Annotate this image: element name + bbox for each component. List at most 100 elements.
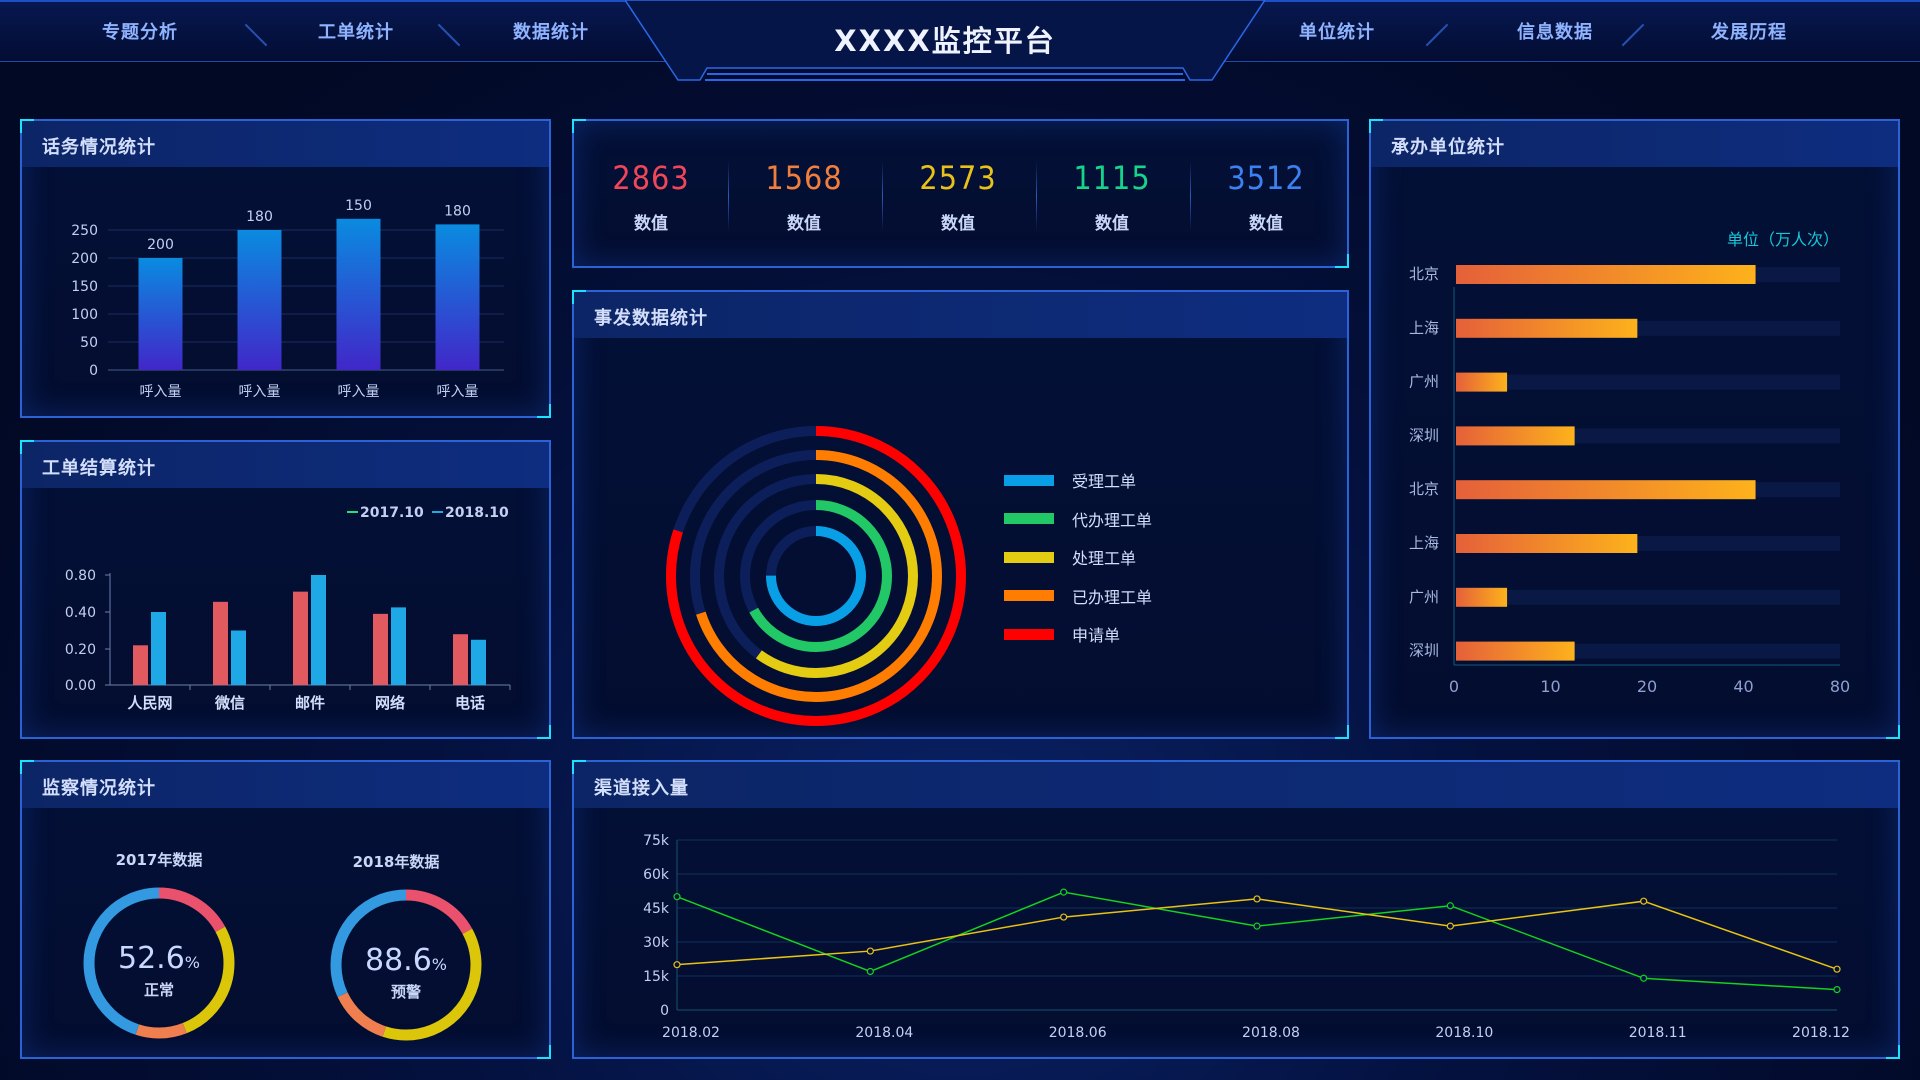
data-label: 180 bbox=[444, 203, 471, 219]
nav-info-data[interactable]: 信息数据 bbox=[1517, 22, 1593, 43]
legend-item[interactable]: 受理工单 bbox=[1004, 468, 1136, 492]
nav-divider bbox=[1621, 23, 1645, 47]
nav-ticket-stats[interactable]: 工单统计 bbox=[318, 22, 394, 43]
y-tick-label: 0 bbox=[89, 363, 98, 379]
x-tick-label: 20 bbox=[1637, 677, 1657, 696]
ring-4 bbox=[666, 426, 966, 726]
stat-label: 数值 bbox=[1095, 214, 1129, 234]
nav-data-stats[interactable]: 数据统计 bbox=[513, 22, 589, 43]
legend-label: 代办理工单 bbox=[1072, 510, 1153, 530]
legend-item[interactable]: 代办理工单 bbox=[1004, 507, 1152, 531]
donut-title: 2018年数据 bbox=[353, 853, 440, 871]
x-tick-label: 2018.11 bbox=[1629, 1025, 1687, 1041]
legend-swatch bbox=[1004, 474, 1054, 486]
bar bbox=[336, 218, 381, 370]
bar bbox=[1456, 534, 1638, 553]
legend-label: 2018.10 bbox=[445, 505, 509, 521]
y-tick-label: 45k bbox=[643, 901, 670, 917]
series-line-1 bbox=[676, 898, 1838, 970]
x-tick-label: 40 bbox=[1733, 677, 1753, 696]
nav-divider bbox=[244, 23, 268, 47]
panel-title: 事发数据统计 bbox=[574, 292, 1347, 338]
nav-topic-analysis[interactable]: 专题分析 bbox=[102, 22, 178, 43]
bar-2018.10 bbox=[391, 607, 406, 685]
panel-title: 承办单位统计 bbox=[1371, 121, 1898, 167]
stat-2: 1568 数值 bbox=[765, 159, 842, 234]
stat-label: 数值 bbox=[941, 214, 975, 234]
x-tick-label: 呼入量 bbox=[239, 384, 281, 400]
bar-2017.10 bbox=[293, 591, 308, 685]
panel-title: 工单结算统计 bbox=[22, 442, 549, 488]
stat-label: 数值 bbox=[634, 214, 668, 234]
bar bbox=[138, 258, 183, 370]
series-line-0 bbox=[676, 891, 1838, 991]
x-tick-label: 2018.12 bbox=[1792, 1025, 1850, 1041]
bar-2017.10 bbox=[213, 601, 228, 685]
data-point bbox=[1640, 897, 1648, 905]
stat-1: 2863 数值 bbox=[612, 159, 689, 234]
bar-2018.10 bbox=[151, 612, 166, 685]
panel-title: 监察情况统计 bbox=[22, 762, 549, 808]
bar bbox=[1456, 641, 1575, 661]
legend-item[interactable]: 处理工单 bbox=[1004, 545, 1136, 569]
x-tick-label: 微信 bbox=[214, 694, 245, 712]
nav-unit-stats[interactable]: 单位统计 bbox=[1299, 22, 1375, 43]
x-tick-label: 2018.06 bbox=[1049, 1025, 1107, 1041]
nav-divider bbox=[1425, 23, 1449, 47]
data-point bbox=[1060, 888, 1068, 896]
x-tick-label: 邮件 bbox=[295, 694, 325, 712]
panel-calls: 话务情况统计 0 50 100 150 200 250 200 呼入量 180 呼入量 150 呼入量… bbox=[20, 119, 551, 418]
stat-label: 数值 bbox=[1249, 214, 1283, 234]
bar bbox=[1456, 480, 1756, 500]
data-point bbox=[1446, 922, 1454, 930]
y-tick-label: 北京 bbox=[1409, 265, 1439, 283]
legend-swatch bbox=[1004, 628, 1054, 640]
ring-1 bbox=[740, 500, 892, 652]
x-tick-label: 呼入量 bbox=[338, 384, 380, 400]
donut-segment bbox=[83, 887, 235, 1039]
data-point bbox=[1640, 974, 1648, 982]
legend-item[interactable]: 申请单 bbox=[1004, 622, 1120, 646]
panel-channels: 渠道接入量 0 15k 30k 45k 60k 75k 2018.02 2018.04 2018… bbox=[572, 760, 1900, 1059]
bar bbox=[1456, 587, 1508, 607]
title-banner: XXXX监控平台 bbox=[625, 0, 1265, 82]
stat-value: 3512 bbox=[1227, 159, 1305, 197]
x-tick-label: 2018.08 bbox=[1242, 1025, 1300, 1041]
donut-value: 88.6% bbox=[365, 943, 447, 978]
data-point bbox=[673, 961, 681, 969]
legend-label: 已办理工单 bbox=[1072, 587, 1153, 607]
stat-value: 1115 bbox=[1073, 159, 1151, 197]
nav-history[interactable]: 发展历程 bbox=[1711, 22, 1787, 43]
x-tick-label: 人民网 bbox=[127, 694, 172, 712]
stat-divider bbox=[1190, 161, 1191, 231]
y-tick-label: 广州 bbox=[1409, 588, 1439, 606]
legend-label: 申请单 bbox=[1072, 626, 1121, 645]
channels-line-chart: 0 15k 30k 45k 60k 75k 2018.02 2018.04 2018.06 201… bbox=[643, 833, 1850, 1041]
y-tick-label: 200 bbox=[71, 251, 98, 267]
y-tick-label: 0.80 bbox=[65, 568, 96, 584]
stat-value: 2863 bbox=[612, 159, 690, 197]
donut-segment bbox=[83, 887, 235, 1039]
x-tick-label: 2018.04 bbox=[855, 1025, 913, 1041]
data-point bbox=[673, 893, 681, 901]
x-tick-label: 10 bbox=[1540, 677, 1560, 696]
data-point bbox=[1833, 986, 1841, 994]
data-point bbox=[866, 967, 874, 976]
bar-track bbox=[1456, 374, 1840, 390]
panel-incidents: 事发数据统计 受理工单代办理工单处理工单已办理工单申请单 bbox=[572, 290, 1349, 739]
data-label: 180 bbox=[246, 209, 273, 225]
x-tick-label: 呼入量 bbox=[437, 384, 479, 400]
y-tick-label: 15k bbox=[643, 969, 670, 985]
donut-title: 2017年数据 bbox=[116, 851, 203, 869]
donut-value: 52.6% bbox=[118, 941, 200, 976]
x-tick-label: 2018.10 bbox=[1435, 1025, 1493, 1041]
data-point bbox=[1253, 922, 1261, 930]
legend-item[interactable]: 已办理工单 bbox=[1004, 584, 1152, 608]
y-tick-label: 75k bbox=[643, 833, 670, 849]
y-tick-label: 0.20 bbox=[65, 642, 96, 658]
y-tick-label: 60k bbox=[643, 867, 670, 883]
y-tick-label: 150 bbox=[71, 279, 98, 295]
y-tick-label: 0 bbox=[660, 1003, 669, 1019]
bar-2018.10 bbox=[471, 639, 486, 685]
